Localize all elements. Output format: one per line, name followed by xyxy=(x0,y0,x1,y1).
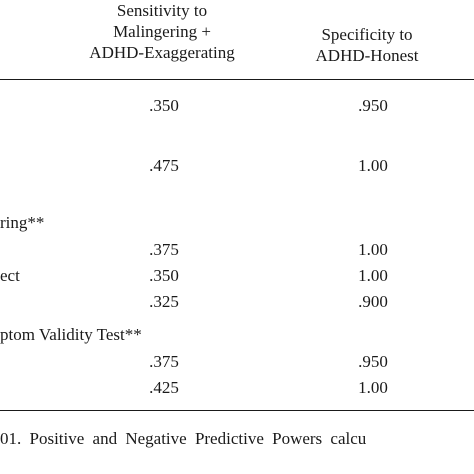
sensitivity-header-line-3: ADHD-Exaggerating xyxy=(89,43,235,62)
sensitivity-value: .325 xyxy=(149,292,179,311)
sensitivity-value: .425 xyxy=(149,378,179,397)
specificity-header-line-2: ADHD-Honest xyxy=(315,46,419,65)
specificity-value: 1.00 xyxy=(358,156,388,175)
sensitivity-value: .375 xyxy=(149,240,179,259)
header-rule xyxy=(0,79,474,80)
sensitivity-header-line-2: Malingering + xyxy=(113,22,211,41)
sensitivity-value: .350 xyxy=(149,96,179,115)
group-label: ring** xyxy=(0,213,45,232)
specificity-value: .900 xyxy=(358,292,388,311)
specificity-header-line-1: Specificity to xyxy=(321,25,413,44)
specificity-value: 1.00 xyxy=(358,378,388,397)
sensitivity-column-header: Sensitivity to Malingering + ADHD-Exagge… xyxy=(56,0,268,63)
footer-rule xyxy=(0,410,474,411)
sensitivity-value: .475 xyxy=(149,156,179,175)
specificity-value: .950 xyxy=(358,352,388,371)
sensitivity-value: .350 xyxy=(149,266,179,285)
specificity-value: 1.00 xyxy=(358,266,388,285)
specificity-value: 1.00 xyxy=(358,240,388,259)
row-label: ect xyxy=(0,266,20,285)
sensitivity-value: .375 xyxy=(149,352,179,371)
table-caption: 01. Positive and Negative Predictive Pow… xyxy=(0,429,367,448)
group-label: ptom Validity Test** xyxy=(0,325,142,344)
sensitivity-header-line-1: Sensitivity to xyxy=(116,1,208,20)
specificity-column-header: Specificity to ADHD-Honest xyxy=(288,24,446,66)
specificity-value: .950 xyxy=(358,96,388,115)
